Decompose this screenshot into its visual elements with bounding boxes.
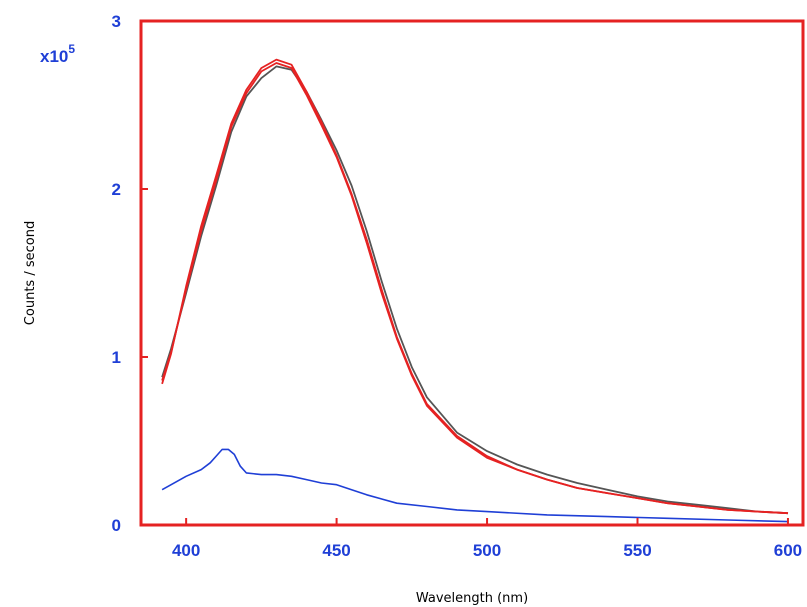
plot-frame (139, 19, 805, 527)
y-tick-label-0: 0 (112, 516, 121, 535)
y-tick-label-3: 3 (112, 12, 121, 31)
x-tick-label-550: 550 (623, 541, 651, 560)
series-line-4 (161, 448, 789, 523)
series-line-2 (161, 62, 789, 515)
x-tick-label-450: 450 (322, 541, 350, 560)
series-line-1 (161, 65, 789, 515)
y-axis-multiplier-base: x10 (40, 47, 68, 66)
y-tick-label-1: 1 (112, 348, 121, 367)
y-tick-label-2: 2 (112, 180, 121, 199)
y-axis-title: Counts / second (23, 221, 38, 325)
x-tick-label-600: 600 (774, 541, 802, 560)
x-tick-label-400: 400 (172, 541, 200, 560)
series-layer (161, 58, 789, 523)
series-line-3 (161, 58, 789, 515)
x-tick-label-500: 500 (473, 541, 501, 560)
y-axis-multiplier: x105 (40, 42, 75, 66)
x-axis-title: Wavelength (nm) (416, 591, 528, 606)
tick-layer: 400 450 500 550 600 0 1 2 3 (112, 12, 803, 560)
y-axis-multiplier-exponent: 5 (68, 42, 75, 56)
